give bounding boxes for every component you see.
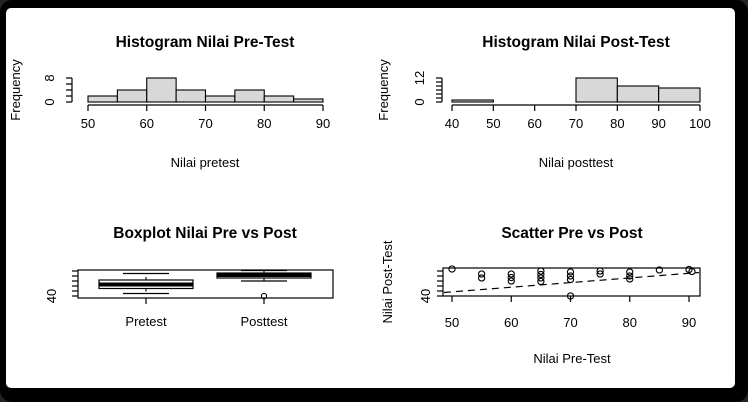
tick-label: 8 [42,74,57,81]
tick-label: 90 [316,116,330,131]
scatter-point [626,272,634,280]
scatter-svg: Scatter Pre vs Post Nilai Pre-Test Nilai… [380,225,701,366]
histogram-bar [616,85,660,103]
histogram-pretest-plot: 50 60 70 80 90 0 8 [42,74,330,131]
histogram-bar [575,77,618,103]
scatter-point [566,292,575,300]
histogram-bar [234,89,265,103]
histogram-bar [116,89,148,103]
histogram-posttest-plot: 40 50 60 70 80 90 100 0 12 [412,71,711,131]
tick-label: 60 [527,116,541,131]
tick-label: 70 [198,116,212,131]
histogram-posttest-title: Histogram Nilai Post-Test [482,34,669,51]
scatter-point [626,268,634,276]
tick-label: 80 [257,116,271,131]
histogram-bar [87,95,118,103]
histogram-posttest-xlabel: Nilai posttest [539,155,614,170]
trend-line [443,271,700,294]
tick-label: 100 [689,116,711,131]
scatter-point [477,270,486,278]
histogram-pretest-xlabel: Nilai pretest [171,155,240,170]
histogram-pretest-title: Histogram Nilai Pre-Test [116,34,295,51]
histogram-bar [204,95,236,103]
tick-label: 50 [486,116,500,131]
tick-label: 12 [412,71,427,85]
panel-scatter: Scatter Pre vs Post Nilai Pre-Test Nilai… [376,200,740,390]
scatter-point [566,272,575,280]
scatter-point [537,274,545,282]
panel-histogram-posttest: Histogram Nilai Post-Test Nilai posttest… [376,8,740,198]
scatter-point [507,277,515,285]
scatter-title: Scatter Pre vs Post [501,225,642,242]
tick-label: 90 [651,116,665,131]
scatter-ylabel: Nilai Post-Test [380,240,395,323]
tick-label: 40 [418,289,433,303]
scatter-point [537,277,545,286]
plot-canvas: Histogram Nilai Pre-Test Nilai pretest F… [6,8,735,388]
boxplot-svg: Boxplot Nilai Pre vs Post 40 Pretest Postt… [44,225,334,329]
scatter-point [507,273,515,282]
tick-label: Posttest [241,314,288,329]
tick-label: 80 [623,315,637,330]
tick-label: 0 [42,98,57,105]
tick-label: 40 [44,289,59,303]
tick-label: 50 [445,315,459,330]
histogram-posttest-svg: Histogram Nilai Post-Test Nilai posttest… [376,34,711,170]
scatter-point [655,266,664,274]
tick-label: 70 [563,315,577,330]
tick-label: 90 [682,315,696,330]
scatter-point [688,267,696,276]
tick-label: 60 [140,116,154,131]
panel-boxplot: Boxplot Nilai Pre vs Post 40 Pretest Postt… [6,200,370,390]
tick-label: 50 [81,116,95,131]
scatter-point [477,274,486,282]
scatter-point [537,267,545,275]
histogram-bar [658,87,701,103]
tick-label: 0 [412,98,427,105]
tick-label: 80 [610,116,624,131]
scatter-point [596,267,604,275]
histogram-posttest-ylabel: Frequency [376,59,391,121]
boxplot-plot: 40 Pretest Posttest [44,269,334,329]
scatter-point [626,275,634,283]
scatter-xlabel: Nilai Pre-Test [533,351,611,366]
tick-label: 70 [569,116,583,131]
histogram-pretest-ylabel: Frequency [8,59,23,121]
plot-frame [77,269,334,299]
tick-label: 40 [445,116,459,131]
histogram-bar [146,77,177,103]
scatter-point [448,265,456,273]
scatter-point [507,270,515,278]
histogram-bar [263,95,295,103]
scatter-point [537,270,545,279]
histogram-bar [451,99,494,103]
histogram-bar [175,89,207,103]
tick-label: Pretest [125,314,167,329]
histogram-pretest-svg: Histogram Nilai Pre-Test Nilai pretest F… [8,34,330,170]
plot-frame [442,267,701,297]
scatter-point [596,270,604,278]
scatter-point [566,268,575,276]
scatter-plot: 40 50 60 70 80 90 [418,265,701,330]
scatter-point [566,275,575,284]
tick-label: 60 [504,315,518,330]
histogram-bar [293,98,324,103]
boxplot-title: Boxplot Nilai Pre vs Post [113,225,296,242]
panel-histogram-pretest: Histogram Nilai Pre-Test Nilai pretest F… [6,8,370,198]
